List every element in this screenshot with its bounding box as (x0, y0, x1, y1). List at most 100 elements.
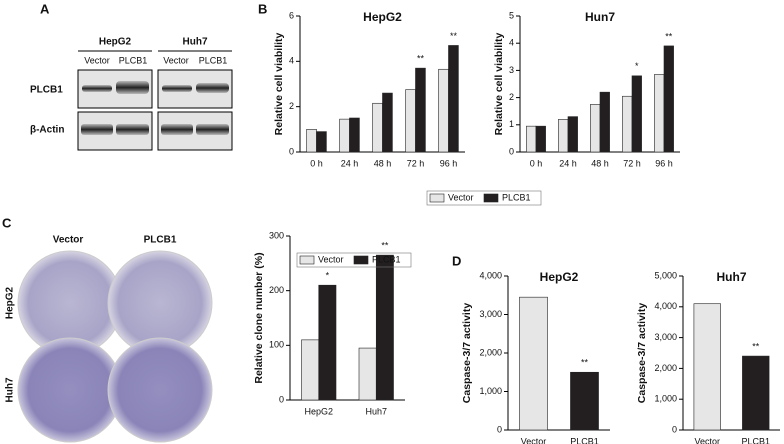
bar (448, 45, 459, 153)
y-axis-label: Relative cell viability (273, 32, 285, 135)
y-tick-label: 4 (509, 38, 514, 48)
y-tick-label: 3,000 (479, 309, 502, 319)
x-tick-label: HepG2 (304, 406, 333, 416)
legend-swatch (429, 193, 445, 203)
chart-title: HepG2 (540, 270, 579, 284)
y-tick-label: 300 (269, 230, 284, 240)
x-tick-label: 0 h (310, 158, 323, 168)
bar (316, 131, 327, 153)
lane-label: Vector (84, 55, 110, 65)
bar (631, 75, 642, 153)
y-tick-label: 2 (509, 92, 514, 102)
lane-label: PLCB1 (199, 55, 228, 65)
bar (622, 95, 633, 153)
legend-swatch (483, 193, 499, 203)
bar (318, 284, 337, 401)
y-tick-label: 100 (269, 340, 284, 350)
y-tick-label: 2 (289, 101, 294, 111)
bar (339, 118, 350, 153)
y-tick-label: 4,000 (479, 270, 502, 280)
y-tick-label: 0 (509, 146, 514, 156)
x-tick-label: 0 h (530, 158, 543, 168)
y-tick-label: 5,000 (654, 270, 677, 280)
x-tick-label: 72 h (407, 158, 425, 168)
significance: * (326, 271, 330, 281)
significance: ** (450, 31, 458, 41)
significance: * (635, 61, 639, 71)
bar (570, 371, 599, 431)
cell-line-label: HepG2 (99, 37, 132, 48)
bar (693, 303, 721, 431)
panel-label: B (258, 1, 267, 16)
row-label: HepG2 (5, 286, 16, 319)
colony-plates (17, 250, 213, 443)
x-tick-label: 48 h (591, 158, 609, 168)
y-tick-label: 4 (289, 56, 294, 66)
bar (599, 91, 610, 153)
legend-label: PLCB1 (502, 192, 531, 202)
bar (663, 45, 674, 153)
legend-swatch (299, 255, 315, 265)
x-tick-label: PLCB1 (570, 436, 599, 444)
lane-label: PLCB1 (119, 55, 148, 65)
significance: ** (381, 241, 389, 251)
chart-title: Hun7 (585, 10, 615, 24)
y-axis-label: Relative clone number (%) (253, 252, 265, 383)
bar (301, 339, 320, 401)
x-tick-label: 72 h (623, 158, 641, 168)
bar (558, 119, 569, 153)
y-axis-label: Caspase-3/7 activity (461, 303, 473, 404)
x-tick-label: Huh7 (365, 406, 387, 416)
blot (77, 69, 233, 151)
panel-label: C (2, 215, 12, 230)
x-tick-label: Vector (521, 436, 547, 444)
significance: ** (752, 341, 760, 351)
x-tick-label: PLCB1 (741, 436, 770, 444)
row-label: β-Actin (30, 125, 64, 136)
y-tick-label: 1,000 (479, 386, 502, 396)
x-tick-label: Vector (694, 436, 720, 444)
y-tick-label: 3,000 (654, 332, 677, 342)
y-tick-label: 3 (509, 65, 514, 75)
legend-label: Vector (318, 254, 344, 264)
bar (519, 296, 548, 431)
y-tick-label: 6 (289, 10, 294, 20)
bar (438, 68, 449, 153)
bar (372, 102, 383, 153)
panel-label: D (452, 253, 461, 268)
y-tick-label: 5 (509, 10, 514, 20)
y-axis-label: Relative cell viability (493, 32, 505, 135)
legend-frame (296, 252, 412, 268)
y-tick-label: 0 (289, 146, 294, 156)
bar (567, 116, 578, 153)
significance: ** (417, 54, 425, 64)
bar (405, 89, 416, 153)
legend-swatch (353, 255, 369, 265)
y-tick-label: 0 (672, 424, 677, 434)
x-tick-label: 24 h (341, 158, 359, 168)
x-tick-label: 96 h (440, 158, 458, 168)
y-tick-label: 1,000 (654, 394, 677, 404)
bar (349, 117, 360, 153)
y-axis-label: Caspase-3/7 activity (636, 303, 648, 404)
bar (415, 67, 426, 153)
lane-label: Vector (163, 55, 189, 65)
y-tick-label: 200 (269, 285, 284, 295)
bar (375, 254, 394, 401)
x-tick-label: 24 h (559, 158, 577, 168)
x-tick-label: 96 h (655, 158, 673, 168)
bar (742, 355, 770, 431)
y-tick-label: 2,000 (654, 363, 677, 373)
bar (535, 125, 546, 153)
y-tick-label: 4,000 (654, 301, 677, 311)
column-label: Vector (53, 235, 84, 246)
legend-label: PLCB1 (372, 254, 401, 264)
legend-frame (426, 190, 542, 206)
bar (382, 92, 393, 153)
bar (526, 125, 537, 153)
significance: ** (665, 31, 673, 41)
legend-label: Vector (448, 192, 474, 202)
row-label: Huh7 (5, 377, 16, 402)
chart-title: HepG2 (363, 10, 402, 24)
bar (306, 129, 317, 153)
